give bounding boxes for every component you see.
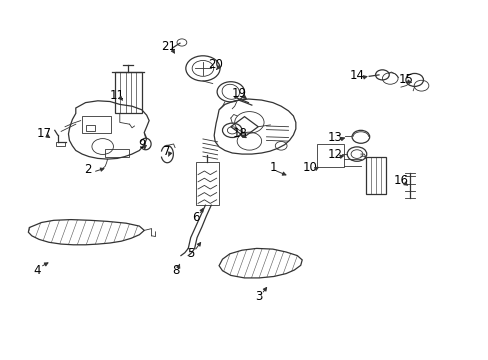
- Bar: [82, 116, 111, 133]
- Bar: [85, 125, 95, 131]
- Text: 18: 18: [232, 127, 246, 140]
- Bar: [195, 162, 219, 205]
- Text: 13: 13: [327, 131, 342, 144]
- Text: 20: 20: [207, 58, 222, 71]
- Text: 19: 19: [232, 87, 246, 100]
- Text: 16: 16: [393, 174, 407, 186]
- Text: 14: 14: [349, 69, 364, 82]
- Bar: [115, 72, 142, 113]
- Bar: [105, 149, 128, 157]
- Text: 11: 11: [110, 89, 124, 102]
- Text: 12: 12: [327, 148, 342, 161]
- Text: 7: 7: [162, 145, 170, 158]
- Text: 9: 9: [138, 138, 145, 150]
- Text: 6: 6: [191, 211, 199, 224]
- Text: 2: 2: [84, 163, 92, 176]
- Bar: [56, 142, 65, 146]
- Text: 4: 4: [33, 264, 41, 276]
- Text: 3: 3: [255, 291, 263, 303]
- Text: 17: 17: [37, 127, 51, 140]
- Text: 5: 5: [186, 247, 194, 260]
- Text: 10: 10: [303, 161, 317, 174]
- Bar: [316, 144, 343, 167]
- Text: 15: 15: [398, 73, 412, 86]
- Text: 1: 1: [269, 161, 277, 174]
- Text: 8: 8: [172, 264, 180, 276]
- Bar: [365, 157, 386, 194]
- Text: 21: 21: [161, 40, 176, 53]
